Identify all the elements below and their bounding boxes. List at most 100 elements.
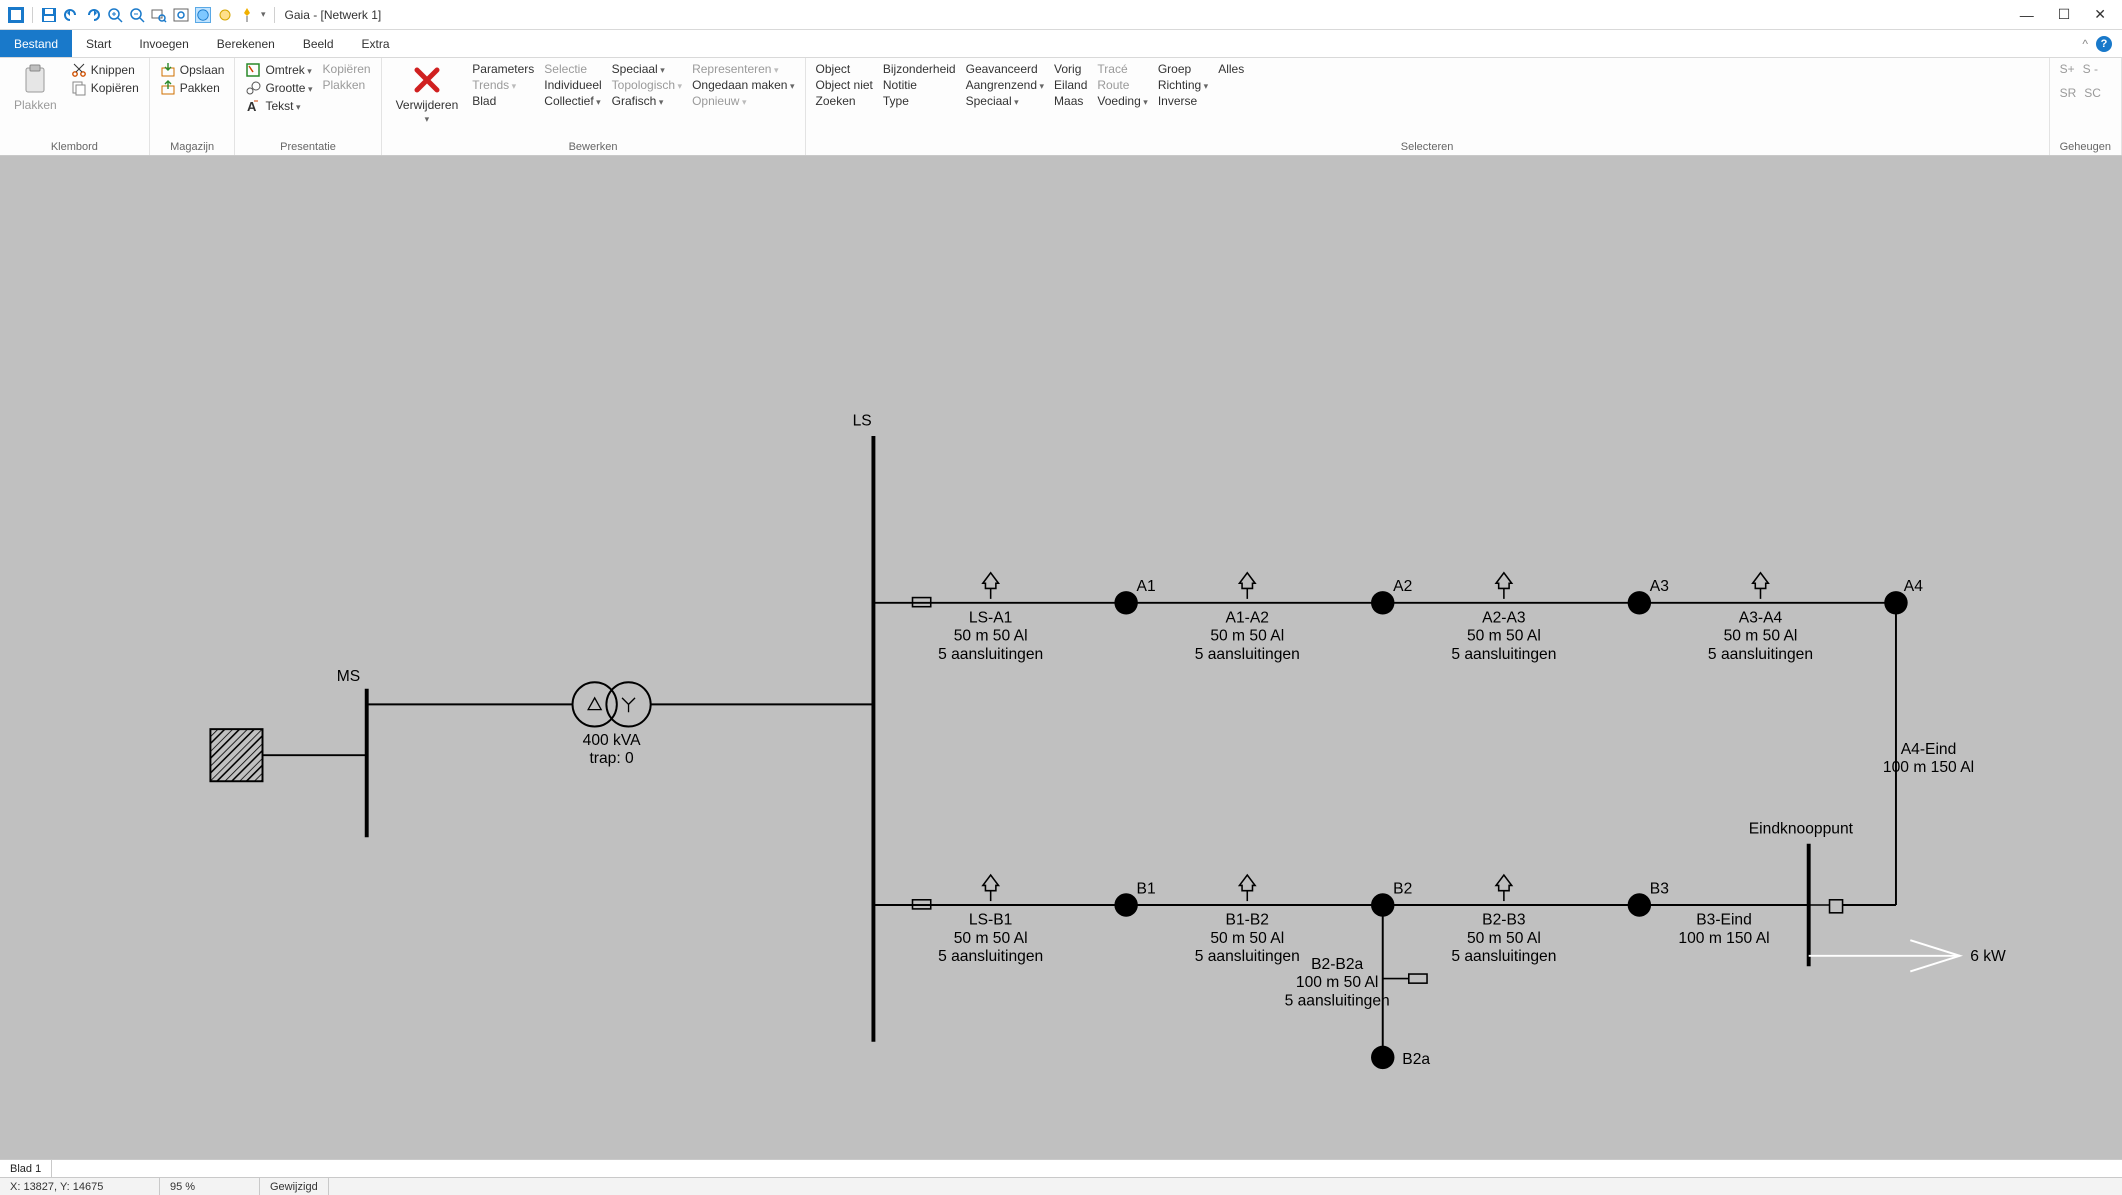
verwijderen-button[interactable]: Verwijderen ▾ bbox=[392, 62, 463, 127]
sr-button[interactable]: SR bbox=[2060, 86, 2077, 100]
selectie-button[interactable]: Selectie bbox=[544, 62, 587, 76]
light-icon[interactable] bbox=[217, 7, 233, 23]
undo-icon[interactable] bbox=[63, 7, 79, 23]
sc-button[interactable]: SC bbox=[2084, 86, 2101, 100]
route-button[interactable]: Route bbox=[1097, 78, 1129, 92]
svg-text:50 m 50 Al: 50 m 50 Al bbox=[1467, 930, 1541, 947]
eiland-button[interactable]: Eiland bbox=[1054, 78, 1087, 92]
kopieren-button[interactable]: Kopiëren bbox=[71, 80, 139, 96]
minimize-button[interactable]: — bbox=[2020, 7, 2034, 23]
svg-text:B2-B2a: B2-B2a bbox=[1311, 956, 1363, 973]
svg-text:50 m 50 Al: 50 m 50 Al bbox=[1724, 628, 1798, 645]
svg-text:A1-A2: A1-A2 bbox=[1226, 609, 1269, 626]
status-zoom: 95 % bbox=[160, 1178, 260, 1195]
ongedaan-button[interactable]: Ongedaan maken bbox=[692, 78, 794, 92]
ribbon: Plakken Knippen Kopiëren Klembord Opslaa bbox=[0, 58, 2122, 156]
svg-text:trap: 0: trap: 0 bbox=[589, 750, 634, 767]
voeding-button[interactable]: Voeding bbox=[1097, 94, 1147, 108]
topologisch-button[interactable]: Topologisch bbox=[612, 78, 682, 92]
quick-access-toolbar: ▾ bbox=[8, 7, 277, 23]
tab-extra[interactable]: Extra bbox=[348, 30, 404, 57]
help-icon[interactable]: ? bbox=[2096, 36, 2112, 52]
pres-kopieren-button[interactable]: Kopiëren bbox=[323, 62, 371, 76]
type-button[interactable]: Type bbox=[883, 94, 909, 108]
smin-button[interactable]: S - bbox=[2083, 62, 2098, 76]
grafisch-button[interactable]: Grafisch bbox=[612, 94, 664, 108]
tab-beeld[interactable]: Beeld bbox=[289, 30, 348, 57]
svg-text:5 aansluitingen: 5 aansluitingen bbox=[938, 646, 1043, 663]
pakken-label: Pakken bbox=[180, 81, 220, 95]
svg-text:50 m 50 Al: 50 m 50 Al bbox=[954, 628, 1028, 645]
aangrenzend-button[interactable]: Aangrenzend bbox=[966, 78, 1044, 92]
grootte-button[interactable]: Grootte bbox=[245, 80, 312, 96]
svg-text:50 m 50 Al: 50 m 50 Al bbox=[1210, 628, 1284, 645]
maximize-button[interactable]: ☐ bbox=[2058, 6, 2071, 23]
zoeken-button[interactable]: Zoeken bbox=[816, 94, 856, 108]
svg-text:LS-A1: LS-A1 bbox=[969, 609, 1012, 626]
knippen-label: Knippen bbox=[91, 63, 135, 77]
svg-text:50 m 50 Al: 50 m 50 Al bbox=[1467, 628, 1541, 645]
pres-plakken-button[interactable]: Plakken bbox=[323, 78, 366, 92]
omtrek-button[interactable]: Omtrek bbox=[245, 62, 312, 78]
tekst-button[interactable]: A Tekst bbox=[245, 98, 312, 114]
svg-text:A3: A3 bbox=[1650, 578, 1669, 595]
groep-button[interactable]: Groep bbox=[1158, 62, 1191, 76]
speciaal-button[interactable]: Speciaal bbox=[612, 62, 665, 76]
save-icon[interactable] bbox=[41, 7, 57, 23]
blad-button[interactable]: Blad bbox=[472, 94, 496, 108]
box-in-icon bbox=[160, 62, 176, 78]
parameters-button[interactable]: Parameters bbox=[472, 62, 534, 76]
collapse-ribbon-icon[interactable]: ^ bbox=[2082, 37, 2088, 51]
tab-berekenen[interactable]: Berekenen bbox=[203, 30, 289, 57]
pin-icon[interactable] bbox=[239, 7, 255, 23]
geavanceerd-button[interactable]: Geavanceerd bbox=[966, 62, 1038, 76]
notitie-button[interactable]: Notitie bbox=[883, 78, 917, 92]
splus-button[interactable]: S+ bbox=[2060, 62, 2075, 76]
alles-button[interactable]: Alles bbox=[1218, 62, 1244, 76]
bijzonderheid-button[interactable]: Bijzonderheid bbox=[883, 62, 956, 76]
maas-button[interactable]: Maas bbox=[1054, 94, 1083, 108]
qat-dropdown-icon[interactable]: ▾ bbox=[261, 9, 266, 20]
tab-bestand[interactable]: Bestand bbox=[0, 30, 72, 57]
trace-button[interactable]: Tracé bbox=[1097, 62, 1127, 76]
svg-text:A2-A3: A2-A3 bbox=[1482, 609, 1525, 626]
size-icon bbox=[245, 80, 261, 96]
richting-button[interactable]: Richting bbox=[1158, 78, 1208, 92]
globe-icon[interactable] bbox=[195, 7, 211, 23]
objectniet-button[interactable]: Object niet bbox=[816, 78, 873, 92]
separator bbox=[274, 7, 275, 23]
trends-button[interactable]: Trends bbox=[472, 78, 516, 92]
diagram-canvas[interactable]: MS400 kVAtrap: 0LSA1A2A3A4LS-A150 m 50 A… bbox=[0, 156, 2122, 1159]
close-button[interactable]: ✕ bbox=[2094, 6, 2106, 23]
plakken-button[interactable]: Plakken bbox=[10, 62, 61, 114]
vorig-button[interactable]: Vorig bbox=[1054, 62, 1081, 76]
zoom-in-icon[interactable] bbox=[107, 7, 123, 23]
svg-text:5 aansluitingen: 5 aansluitingen bbox=[1285, 992, 1390, 1009]
svg-text:LS-B1: LS-B1 bbox=[969, 912, 1012, 929]
svg-text:MS: MS bbox=[337, 668, 360, 685]
opslaan-button[interactable]: Opslaan bbox=[160, 62, 225, 78]
opnieuw-button[interactable]: Opnieuw bbox=[692, 94, 746, 108]
zoom-out-icon[interactable] bbox=[129, 7, 145, 23]
zoom-window-icon[interactable] bbox=[151, 7, 167, 23]
speciaal-sel-button[interactable]: Speciaal bbox=[966, 94, 1019, 108]
zoom-fit-icon[interactable] bbox=[173, 7, 189, 23]
sheet-tab[interactable]: Blad 1 bbox=[0, 1160, 52, 1177]
tab-invoegen[interactable]: Invoegen bbox=[125, 30, 202, 57]
redo-icon[interactable] bbox=[85, 7, 101, 23]
knippen-button[interactable]: Knippen bbox=[71, 62, 139, 78]
representeren-button[interactable]: Representeren bbox=[692, 62, 778, 76]
outline-icon bbox=[245, 62, 261, 78]
svg-text:5 aansluitingen: 5 aansluitingen bbox=[1708, 646, 1813, 663]
network-diagram[interactable]: MS400 kVAtrap: 0LSA1A2A3A4LS-A150 m 50 A… bbox=[0, 156, 2122, 1159]
pakken-button[interactable]: Pakken bbox=[160, 80, 225, 96]
scissors-icon bbox=[71, 62, 87, 78]
inverse-button[interactable]: Inverse bbox=[1158, 94, 1197, 108]
collectief-button[interactable]: Collectief bbox=[544, 94, 600, 108]
tab-start[interactable]: Start bbox=[72, 30, 125, 57]
ribbon-group-klembord: Plakken Knippen Kopiëren Klembord bbox=[0, 58, 150, 155]
tekst-label: Tekst bbox=[265, 99, 300, 113]
ribbon-group-presentatie: Omtrek Grootte A Tekst Kopiëren Plakken … bbox=[235, 58, 381, 155]
individueel-button[interactable]: Individueel bbox=[544, 78, 601, 92]
object-button[interactable]: Object bbox=[816, 62, 851, 76]
